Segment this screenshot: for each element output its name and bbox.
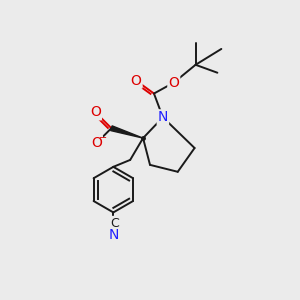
Text: C: C	[110, 217, 119, 230]
Polygon shape	[111, 126, 143, 138]
Text: O: O	[131, 74, 142, 88]
Text: −: −	[99, 133, 107, 143]
Text: O: O	[91, 136, 102, 150]
Text: O: O	[168, 76, 179, 90]
Text: N: N	[108, 228, 118, 242]
Text: N: N	[158, 110, 168, 124]
Text: O: O	[90, 105, 101, 119]
